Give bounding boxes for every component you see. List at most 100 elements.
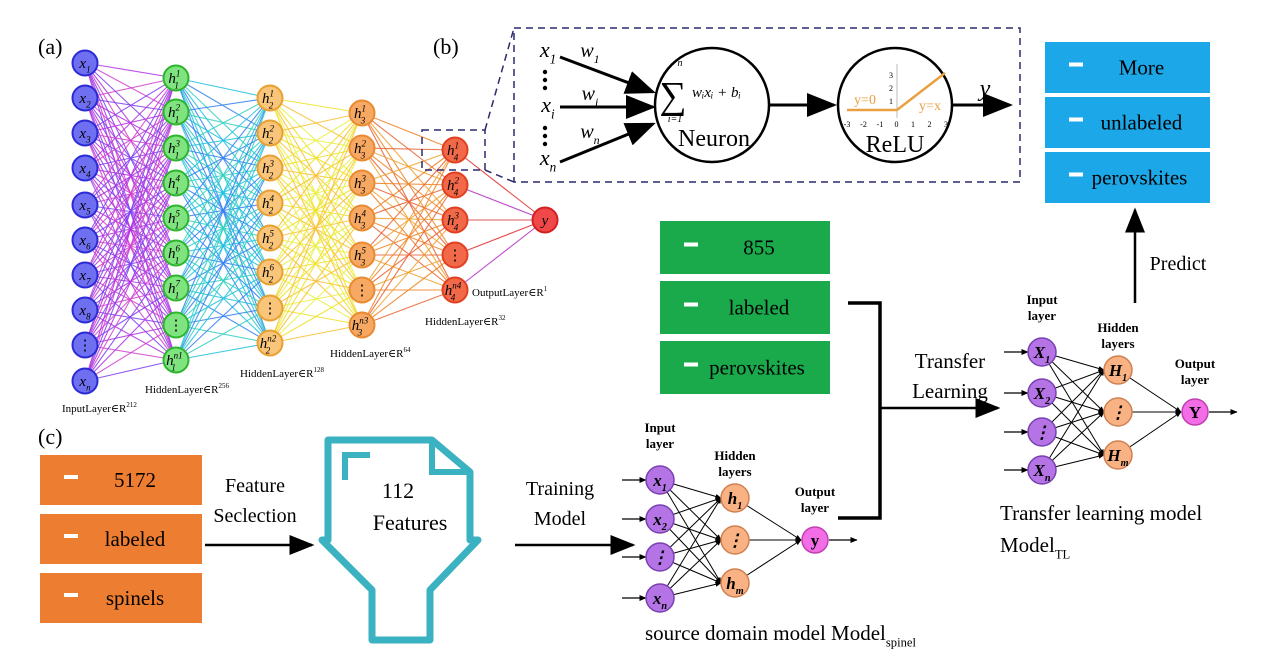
predict-box: unlabeled (1045, 97, 1210, 148)
label-sub: 3 (357, 327, 363, 337)
label-base: w (580, 121, 594, 143)
input-node-label: ⋮ (1034, 423, 1051, 442)
network-node (348, 169, 376, 197)
label-base: x (652, 510, 662, 529)
ellipsis-dot (542, 77, 548, 83)
network-edge (269, 112, 363, 344)
label-sub: 1 (175, 114, 180, 124)
network-edge (84, 252, 177, 382)
node-label: x2 (78, 91, 91, 110)
caption-text: HiddenLayer∈R (240, 368, 314, 380)
predict-box-label: More (1119, 56, 1165, 80)
network-node (71, 331, 99, 359)
label-base: Hidden (1097, 320, 1139, 335)
node-label: h1 2 (262, 88, 274, 110)
label-base: Input (644, 420, 676, 435)
network-edge (84, 359, 177, 382)
node-label: h5 3 (354, 245, 367, 267)
node-label: x7 (78, 268, 91, 287)
network-node (162, 239, 190, 267)
label-base: y=0 (854, 93, 876, 108)
network-node (162, 64, 190, 92)
label-base: h (262, 265, 270, 281)
input-node (1027, 337, 1057, 367)
label-base: x (78, 161, 86, 177)
label-sub: 2 (1044, 396, 1050, 407)
label-sub: m (1121, 458, 1129, 469)
label-sub: n (594, 133, 600, 147)
node-label: h4 3 (354, 208, 367, 230)
source-box-label: labeled (105, 527, 166, 551)
network-node (71, 191, 99, 219)
label-sub: 1 (1045, 355, 1050, 366)
label-base: layers (1101, 336, 1134, 351)
output-layer-label: layer (1181, 372, 1209, 387)
node-label: hn2 2 (260, 333, 277, 355)
label-base: x (539, 37, 550, 62)
input-node (1027, 455, 1057, 485)
caption-sup: 1 (544, 285, 548, 293)
relu-left-label: y=0 (854, 93, 876, 108)
network-edge (269, 254, 363, 344)
caption-sup: 128 (314, 366, 325, 374)
label-sub: 1 (594, 52, 600, 66)
label-base: h (262, 161, 270, 177)
network-edge (84, 287, 177, 382)
network-edge (269, 97, 363, 114)
label-sub: 1 (175, 290, 180, 300)
network-edge (175, 202, 271, 361)
node-label: h2 3 (354, 138, 367, 160)
label-base: ⋮ (652, 548, 669, 567)
label-base: Transfer learning model (1000, 501, 1202, 525)
input-layer-label: Input (644, 420, 676, 435)
relu-linear-line (896, 72, 946, 111)
label-base: ⋮ (727, 531, 744, 550)
input-node (645, 583, 675, 613)
label-base: h (262, 126, 270, 142)
label-sup: 1 (176, 68, 180, 78)
target-box: labeled (660, 281, 830, 334)
ellipsis-dot (542, 69, 548, 75)
label-base: 3 (889, 71, 893, 80)
training-label: Model (534, 508, 587, 530)
label-base: h (445, 283, 453, 299)
panel-label-b: (b) (433, 34, 459, 59)
source-model-caption: source domain model Modelspinel (645, 621, 916, 649)
network-edge (175, 97, 271, 361)
label-base: 3 (944, 120, 948, 129)
label-base: 1 (889, 97, 893, 106)
label-sub: 1 (550, 52, 557, 67)
network-node (256, 294, 284, 322)
label-base: layer (801, 500, 829, 515)
node-label: x3 (78, 126, 91, 145)
network-edge (361, 149, 456, 256)
network-edge (361, 112, 456, 151)
label-base: x (78, 303, 86, 319)
tl-model-caption2: ModelTL (1000, 533, 1070, 561)
label-base: h (352, 318, 360, 334)
network-node (256, 224, 284, 252)
label-sup: 5 (270, 228, 275, 238)
hidden-node-label: ⋮ (727, 531, 744, 550)
label-base: i=1 (668, 114, 683, 125)
document-fold (429, 440, 470, 475)
network-edge (175, 97, 271, 254)
network-edge (361, 149, 456, 326)
label-base: layer (646, 436, 674, 451)
label-base: y (978, 76, 991, 102)
label-sub: 1 (86, 65, 91, 75)
label-base: ⋮ (355, 283, 370, 299)
label-base: Model (534, 508, 587, 530)
predict-box-label: unlabeled (1101, 111, 1183, 135)
network-node (162, 134, 190, 162)
output-layer-label: layer (801, 500, 829, 515)
label-sub: 4 (451, 292, 456, 302)
label-sub: 3 (360, 257, 366, 267)
layer-caption: HiddenLayer∈R32 (425, 314, 506, 328)
network-edge (454, 149, 546, 221)
network-edge (361, 147, 456, 151)
label-sub: 1 (175, 220, 180, 230)
label-base: Predict (1150, 253, 1207, 275)
target-box-bg (660, 341, 830, 394)
network-edge (269, 289, 363, 344)
